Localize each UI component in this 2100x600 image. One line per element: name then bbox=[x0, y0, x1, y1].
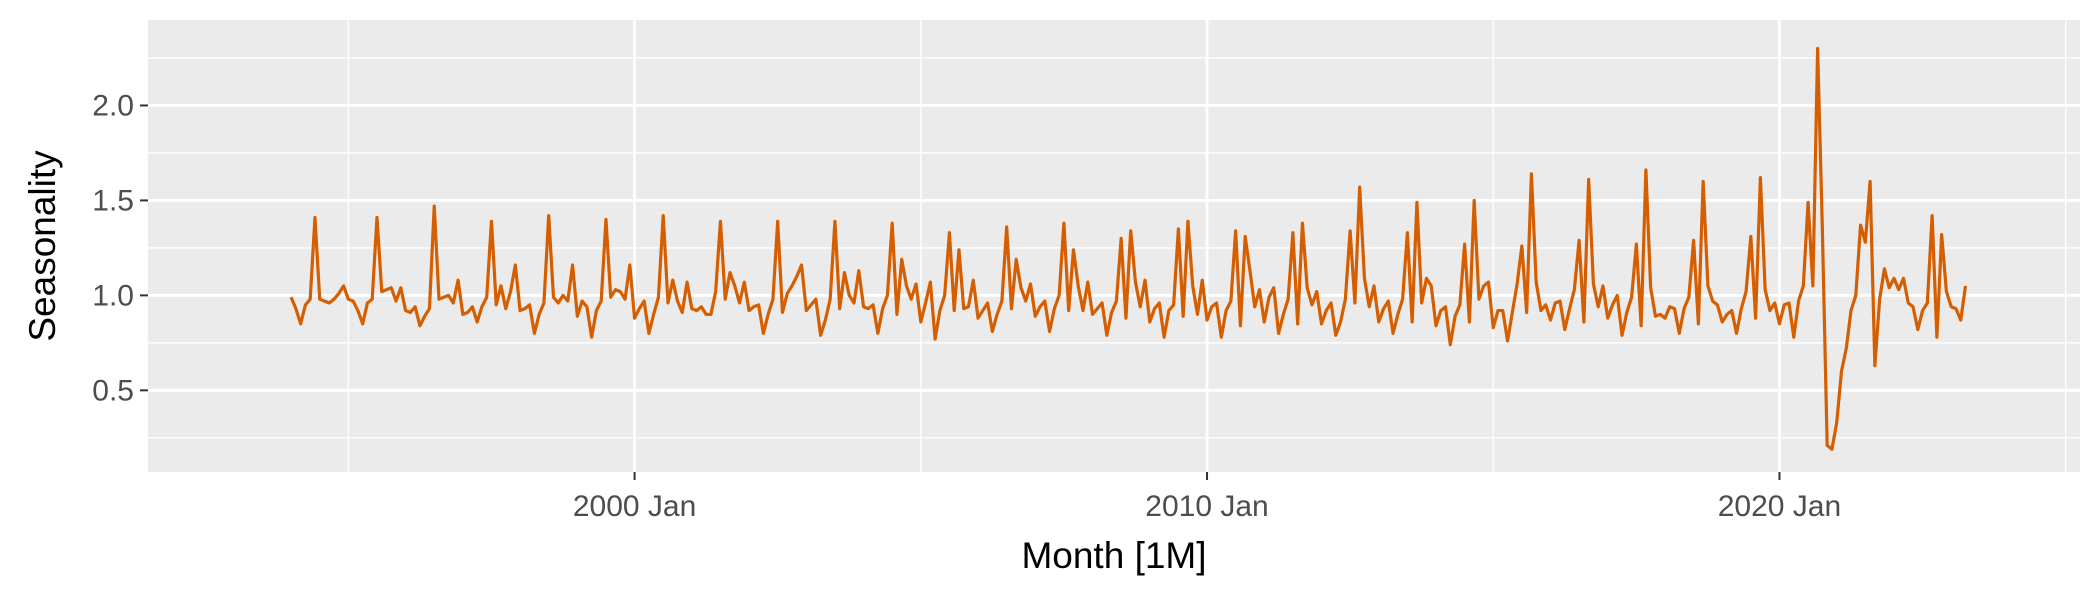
y-axis-title: Seasonality bbox=[22, 150, 63, 342]
x-tick-label: 2010 Jan bbox=[1145, 490, 1268, 523]
major-gridlines bbox=[148, 20, 2080, 472]
seasonality-series-line bbox=[289, 46, 1968, 451]
y-tick-label: 0.5 bbox=[92, 374, 134, 407]
y-tick-label: 1.0 bbox=[92, 279, 134, 312]
x-axis-title: Month [1M] bbox=[1021, 535, 1206, 576]
x-axis-ticks: 2000 Jan 2010 Jan 2020 Jan bbox=[573, 472, 1841, 523]
y-axis-ticks: 0.5 1.0 1.5 2.0 bbox=[92, 89, 148, 407]
y-tick-label: 1.5 bbox=[92, 184, 134, 217]
x-tick-label: 2000 Jan bbox=[573, 490, 696, 523]
x-tick-label: 2020 Jan bbox=[1718, 490, 1841, 523]
y-tick-label: 2.0 bbox=[92, 89, 134, 122]
minor-gridlines bbox=[148, 20, 2080, 472]
